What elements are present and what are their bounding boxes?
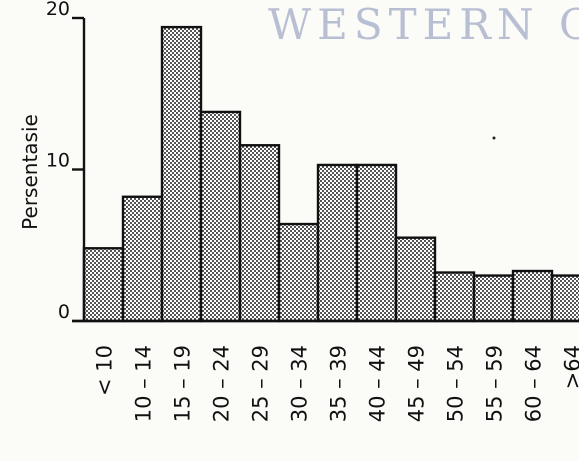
bar-9 bbox=[433, 271, 476, 323]
x-tick-label-6: 35 – 39 bbox=[327, 345, 351, 422]
x-tick-label-11: 60 – 64 bbox=[522, 345, 546, 422]
x-tick-label-1: 10 – 14 bbox=[132, 345, 156, 422]
bar-3 bbox=[199, 110, 242, 323]
bar-5 bbox=[277, 222, 320, 323]
x-tick-label-12: >64 bbox=[561, 345, 579, 389]
bar-12 bbox=[550, 274, 579, 323]
y-tick-label-0: 0 bbox=[58, 301, 70, 323]
x-tick-label-0: < 10 bbox=[93, 345, 117, 396]
axes-group bbox=[72, 16, 579, 323]
watermark-text: WESTERN C bbox=[268, 0, 579, 49]
x-tick-label-2: 15 – 19 bbox=[171, 345, 195, 422]
x-tick-label-7: 40 – 44 bbox=[366, 345, 390, 422]
bar-11 bbox=[511, 269, 554, 323]
bar-0 bbox=[82, 247, 125, 323]
x-tick-label-4: 25 – 29 bbox=[249, 345, 273, 422]
y-tick-label-1: 10 bbox=[46, 150, 70, 172]
bar-8 bbox=[394, 236, 437, 323]
x-tick-label-8: 45 – 49 bbox=[405, 345, 429, 422]
x-tick-label-3: 20 – 24 bbox=[210, 345, 234, 422]
y-tick-label-2: 20 bbox=[46, 0, 70, 20]
bar-10 bbox=[472, 274, 515, 323]
y-axis-label: Persentasie bbox=[18, 114, 42, 230]
bars-group bbox=[82, 25, 579, 323]
bar-4 bbox=[238, 144, 281, 323]
bar-2 bbox=[160, 25, 203, 323]
bar-1 bbox=[121, 195, 164, 323]
labels-group: 0 10 20 Persentasie < 10 10 – 14 15 – 19 20 – 2… bbox=[18, 0, 579, 422]
stray-mark bbox=[492, 136, 496, 140]
x-tick-label-9: 50 – 54 bbox=[444, 345, 468, 422]
x-tick-label-5: 30 – 34 bbox=[288, 345, 312, 422]
bar-6 bbox=[316, 163, 359, 323]
bar-7 bbox=[355, 163, 398, 323]
x-tick-label-10: 55 – 59 bbox=[483, 345, 507, 422]
